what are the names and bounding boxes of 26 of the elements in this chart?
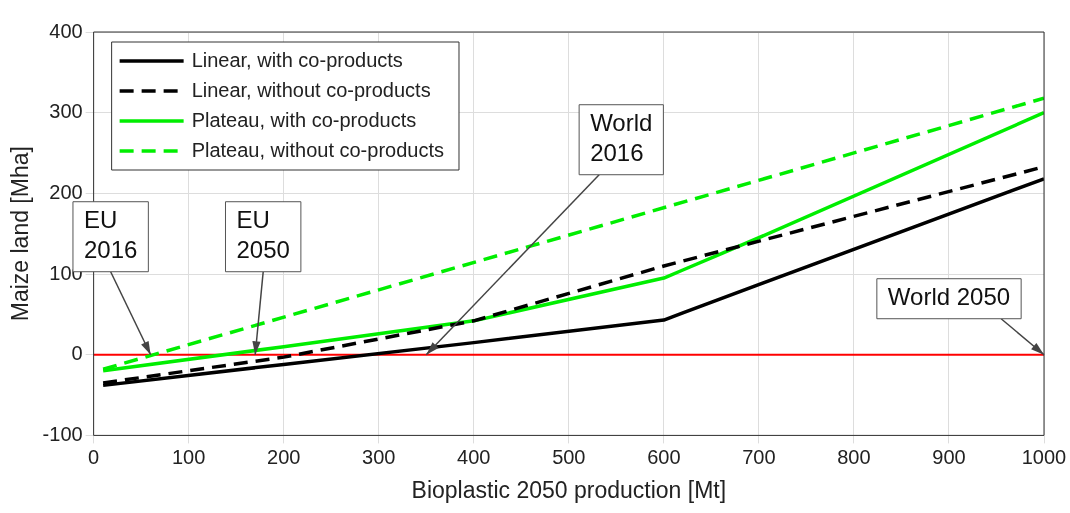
annotation: EU 2050: [236, 206, 290, 264]
x-tick-label: 0: [88, 445, 100, 468]
y-tick-label: -100: [42, 422, 83, 445]
annotation: EU 2016: [83, 206, 138, 264]
x-tick-label: 900: [932, 445, 966, 468]
annotation: World 2016: [590, 109, 653, 167]
x-tick-label: 200: [267, 445, 301, 468]
x-tick-label: 100: [171, 445, 206, 468]
y-tick-label: 300: [49, 100, 83, 123]
x-tick-label: 300: [362, 445, 396, 468]
y-tick-label: 0: [71, 342, 83, 365]
legend-label: Plateau, with co-products: [191, 108, 417, 131]
legend-label: Linear, without co-products: [191, 78, 431, 101]
x-tick-label: 400: [457, 445, 491, 468]
y-axis-title: Maize land [Mha]: [7, 146, 34, 322]
y-tick-label: 200: [49, 180, 83, 203]
x-tick-label: 500: [552, 445, 586, 468]
x-tick-label: 1000: [1021, 445, 1067, 468]
x-axis-title: Bioplastic 2050 production [Mt]: [411, 476, 727, 503]
x-tick-label: 700: [742, 445, 776, 468]
y-tick-label: 400: [49, 19, 83, 42]
legend-label: Plateau, without co-products: [191, 138, 444, 161]
x-tick-label: 800: [837, 445, 871, 468]
x-tick-label: 600: [647, 445, 681, 468]
annotation: World 2050: [887, 283, 1011, 311]
legend-label: Linear, with co-products: [191, 48, 403, 71]
